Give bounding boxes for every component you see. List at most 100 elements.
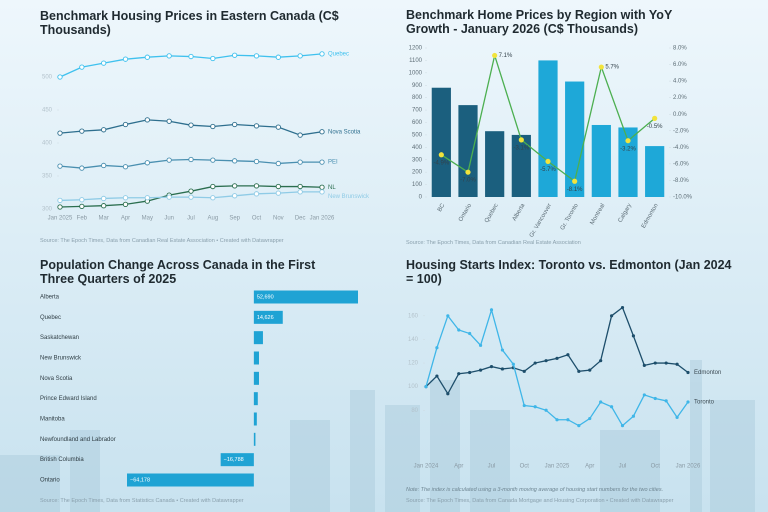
data-point bbox=[166, 194, 172, 200]
data-point bbox=[253, 123, 260, 129]
bar bbox=[618, 127, 638, 197]
data-point bbox=[598, 64, 604, 70]
bar bbox=[538, 60, 558, 197]
data-point bbox=[79, 197, 85, 203]
data-point bbox=[253, 183, 260, 189]
data-point bbox=[664, 361, 668, 365]
data-point bbox=[188, 188, 194, 194]
x-tick-label: Jul bbox=[619, 464, 627, 470]
data-point bbox=[631, 414, 636, 418]
x-tick-label: Jan 2026 bbox=[676, 464, 701, 470]
data-label: -8.1% bbox=[567, 187, 583, 193]
data-point bbox=[253, 158, 260, 165]
y-tick-label: 450 bbox=[42, 108, 53, 114]
data-point bbox=[297, 132, 303, 138]
bar bbox=[253, 331, 263, 345]
bar bbox=[253, 371, 259, 385]
data-label: 14,626 bbox=[257, 315, 274, 321]
y-tick-label: Nova Scotia bbox=[40, 376, 73, 382]
data-point bbox=[188, 122, 194, 128]
series-label: Edmonton bbox=[694, 370, 721, 376]
data-point bbox=[319, 129, 325, 135]
data-point bbox=[210, 157, 216, 163]
data-point bbox=[253, 191, 260, 197]
bar bbox=[458, 105, 478, 197]
y2-tick-label: 6.0% bbox=[673, 62, 687, 68]
data-point bbox=[588, 368, 592, 372]
series-label: Quebec bbox=[328, 51, 349, 57]
data-point bbox=[457, 372, 461, 376]
data-point bbox=[253, 53, 260, 59]
x-tick-label: Jul bbox=[488, 464, 496, 470]
y-tick-label: British Columbia bbox=[40, 457, 84, 463]
data-point bbox=[275, 124, 281, 130]
y-tick-label: 80 bbox=[411, 408, 418, 414]
data-point bbox=[57, 197, 63, 204]
x-tick-label: Jan 2026 bbox=[310, 216, 335, 222]
y2-tick-label: -2.0% bbox=[673, 128, 689, 134]
data-point bbox=[500, 367, 505, 371]
data-point bbox=[465, 169, 471, 175]
data-point bbox=[101, 203, 107, 209]
source: Source: The Epoch Times, Data from Canad… bbox=[406, 498, 674, 504]
data-point bbox=[664, 399, 668, 403]
data-point bbox=[544, 408, 548, 412]
data-point bbox=[478, 343, 483, 347]
chart-title: Population Change Across Canada in the F… bbox=[40, 258, 316, 286]
x-tick-label: Nov bbox=[273, 216, 284, 222]
chart-title: Benchmark Housing Prices in Eastern Cana… bbox=[40, 9, 339, 37]
data-label: -3.2% bbox=[620, 146, 636, 152]
x-tick-label: Jan 2024 bbox=[414, 464, 439, 470]
data-point bbox=[275, 190, 281, 196]
data-point bbox=[101, 60, 107, 66]
bar bbox=[645, 146, 665, 197]
y-tick-label: Ontario bbox=[40, 478, 60, 484]
data-point bbox=[57, 130, 63, 136]
data-point bbox=[144, 195, 150, 201]
data-point bbox=[57, 204, 63, 210]
data-point bbox=[642, 363, 646, 368]
bar bbox=[565, 81, 585, 197]
data-label: 52,690 bbox=[257, 294, 274, 300]
y-tick-label: 160 bbox=[408, 313, 419, 319]
note: Note: The index is calculated using a 3-… bbox=[406, 487, 664, 493]
data-point bbox=[166, 118, 172, 124]
y-tick-label: 700 bbox=[412, 108, 423, 114]
bar bbox=[253, 412, 257, 426]
x-tick-label: Apr bbox=[454, 464, 463, 470]
data-point bbox=[79, 165, 85, 171]
data-point bbox=[122, 121, 129, 128]
y-tick-label: 400 bbox=[42, 141, 53, 147]
x-tick-label: Dec bbox=[295, 216, 306, 222]
y-tick-label: 0 bbox=[419, 195, 423, 201]
data-point bbox=[424, 385, 428, 389]
y-tick-label: Manitoba bbox=[40, 417, 65, 423]
data-point bbox=[232, 158, 238, 164]
data-point bbox=[652, 115, 658, 121]
data-point bbox=[457, 328, 461, 332]
data-label: -3.1% bbox=[513, 145, 529, 151]
data-point bbox=[500, 348, 505, 352]
data-point bbox=[435, 346, 439, 350]
data-point bbox=[101, 127, 107, 133]
data-point bbox=[57, 74, 63, 80]
data-point bbox=[577, 424, 581, 428]
bar bbox=[253, 290, 358, 304]
bar bbox=[431, 87, 451, 197]
data-point bbox=[188, 53, 194, 60]
data-point bbox=[319, 184, 325, 190]
data-point bbox=[653, 361, 657, 365]
y-tick-label: 900 bbox=[412, 83, 423, 89]
data-point bbox=[522, 369, 526, 373]
y-tick-label: 1000 bbox=[409, 70, 423, 76]
data-point bbox=[144, 160, 150, 166]
data-point bbox=[319, 159, 325, 165]
data-point bbox=[599, 400, 603, 404]
data-label: 5.7% bbox=[605, 65, 619, 71]
data-label: -0.5% bbox=[647, 124, 663, 130]
y2-tick-label: -4.0% bbox=[673, 145, 689, 151]
source: Source: The Epoch Times, Data from Canad… bbox=[406, 240, 581, 246]
data-point bbox=[101, 195, 107, 202]
x-tick-label: Sep bbox=[229, 216, 240, 222]
